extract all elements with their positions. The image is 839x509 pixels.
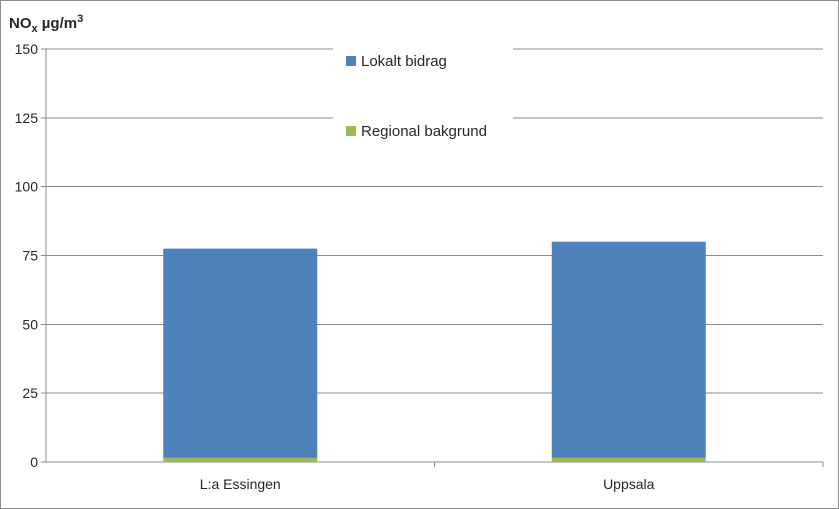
legend: Lokalt bidrag Regional bakgrund [333,45,513,157]
x-tick-labels: L:a Essingen Uppsala [200,476,655,492]
y-axis-label: NOx µg/m3 [9,13,83,35]
y-axis-label-unit: µg/m [38,15,77,32]
legend-swatch [346,56,356,66]
y-axis-label-base: NO [9,15,32,32]
y-tick-label: 50 [22,316,38,332]
x-tick-label: L:a Essingen [200,476,281,492]
y-axis-label-sup: 3 [77,13,83,25]
legend-label: Lokalt bidrag [361,53,447,70]
y-tick-label: 100 [15,179,39,195]
legend-swatch [346,126,356,136]
legend-background [333,45,513,157]
y-axis-label-sub: x [32,23,39,35]
y-tick-label: 125 [15,110,39,126]
y-tick-label: 150 [15,41,39,57]
y-tick-labels: 0 25 50 75 100 125 150 [15,41,39,470]
bar-segment-lokalt [551,241,706,458]
legend-label: Regional bakgrund [361,123,487,140]
bar-segment-regional [551,457,706,462]
bars [163,241,706,462]
y-tick-label: 75 [22,248,38,264]
y-tick-label: 25 [22,385,38,401]
x-tick-label: Uppsala [603,476,655,492]
bar-segment-lokalt [163,248,318,458]
y-tick-label: 0 [30,454,38,470]
bar-segment-regional [163,457,318,462]
